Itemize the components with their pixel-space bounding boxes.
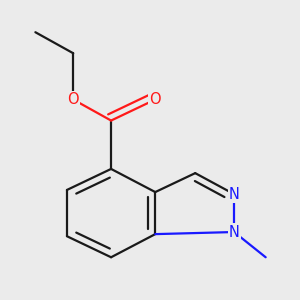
Text: N: N: [229, 187, 240, 202]
Text: O: O: [68, 92, 79, 107]
Text: O: O: [149, 92, 161, 107]
Text: N: N: [229, 224, 240, 239]
